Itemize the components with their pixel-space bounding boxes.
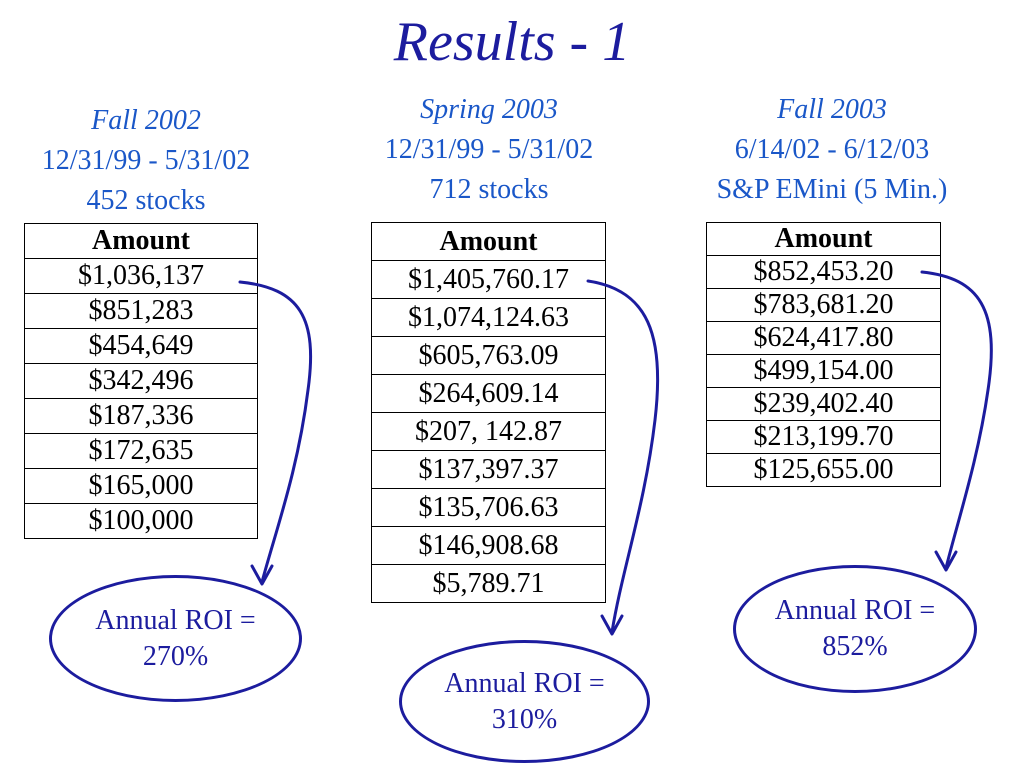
amount-header: Amount — [371, 222, 606, 261]
roi-value: 852% — [822, 631, 888, 662]
amount-table-1: Amount $1,036,137 $851,283 $454,649 $342… — [24, 223, 258, 539]
amount-cell: $135,706.63 — [371, 488, 606, 527]
arrow-3-icon — [920, 270, 993, 572]
amount-table-2: Amount $1,405,760.17 $1,074,124.63 $605,… — [371, 222, 606, 603]
amount-cell: $454,649 — [24, 328, 258, 364]
amount-header: Amount — [24, 223, 258, 259]
amount-cell: $264,609.14 — [371, 374, 606, 413]
arrow-1-icon — [238, 280, 313, 586]
amount-cell: $207, 142.87 — [371, 412, 606, 451]
roi-oval-1: Annual ROI = 270% — [49, 575, 302, 702]
amount-cell: $1,074,124.63 — [371, 298, 606, 337]
amount-cell: $146,908.68 — [371, 526, 606, 565]
column-2-period: 12/31/99 - 5/31/02 — [384, 134, 594, 165]
column-2-season: Spring 2003 — [420, 94, 558, 125]
amount-header: Amount — [706, 222, 941, 256]
column-1-season: Fall 2002 — [91, 105, 201, 136]
amount-cell: $239,402.40 — [706, 387, 941, 421]
slide-title: Results - 1 — [393, 11, 631, 73]
arrow-2-icon — [586, 279, 660, 636]
roi-label: Annual ROI = — [95, 604, 256, 636]
roi-oval-3: Annual ROI = 852% — [733, 565, 977, 693]
amount-cell: $1,036,137 — [24, 258, 258, 294]
roi-value: 310% — [491, 703, 558, 735]
amount-cell: $851,283 — [24, 293, 258, 329]
roi-value: 270% — [142, 640, 209, 672]
amount-cell: $125,655.00 — [706, 453, 941, 487]
roi-label: Annual ROI = — [774, 595, 936, 626]
amount-cell: $783,681.20 — [706, 288, 941, 322]
amount-table-3: Amount $852,453.20 $783,681.20 $624,417.… — [706, 222, 941, 487]
amount-cell: $1,405,760.17 — [371, 260, 606, 299]
amount-cell: $187,336 — [24, 398, 258, 434]
column-1-period: 12/31/99 - 5/31/02 — [41, 145, 251, 176]
column-3-header: Fall 2003 6/14/02 - 6/12/03 S&P EMini (5… — [684, 90, 980, 210]
amount-cell: $172,635 — [24, 433, 258, 469]
amount-cell: $5,789.71 — [371, 564, 606, 603]
amount-cell: $605,763.09 — [371, 336, 606, 375]
roi-label: Annual ROI = — [444, 667, 605, 699]
column-3-period: 6/14/02 - 6/12/03 — [734, 134, 930, 165]
column-1-instrument: 452 stocks — [86, 185, 206, 216]
amount-cell: $213,199.70 — [706, 420, 941, 454]
column-2-header: Spring 2003 12/31/99 - 5/31/02 712 stock… — [358, 90, 620, 210]
amount-cell: $165,000 — [24, 468, 258, 504]
column-3-season: Fall 2003 — [777, 94, 887, 125]
roi-oval-2: Annual ROI = 310% — [399, 640, 650, 763]
column-1-header: Fall 2002 12/31/99 - 5/31/02 452 stocks — [18, 101, 274, 221]
amount-cell: $100,000 — [24, 503, 258, 539]
column-3-instrument: S&P EMini (5 Min.) — [716, 174, 948, 205]
amount-cell: $624,417.80 — [706, 321, 941, 355]
column-2-instrument: 712 stocks — [429, 174, 549, 205]
